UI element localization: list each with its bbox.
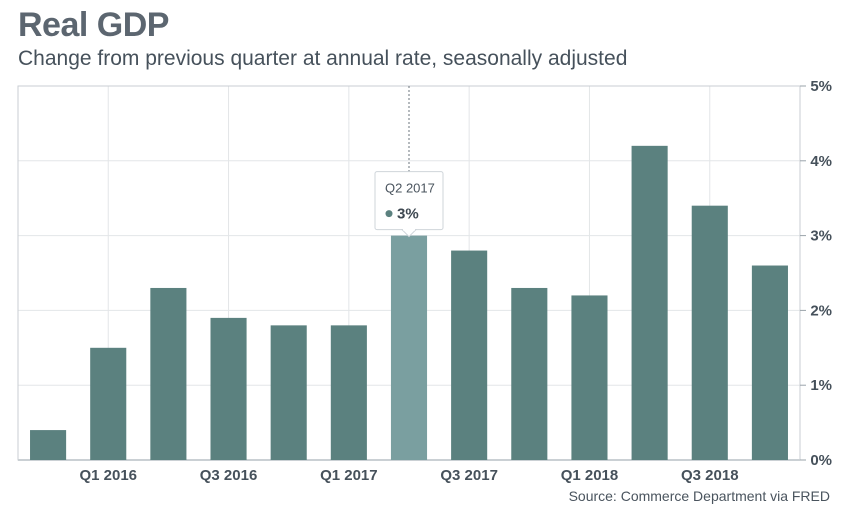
tooltip-value: 3% <box>397 206 419 223</box>
y-axis-ticks: 0% 1% 2% 3% 4% 5% <box>800 78 832 469</box>
bar-q1-2016[interactable] <box>90 347 127 460</box>
bar-q4-2018[interactable] <box>751 265 788 460</box>
tooltip-series-dot <box>385 210 393 218</box>
y-tick-label: 0% <box>810 452 832 469</box>
x-tick-label: Q3 2018 <box>681 467 739 484</box>
bar-q3-2018[interactable] <box>691 205 728 460</box>
y-tick-label: 5% <box>810 78 832 95</box>
x-tick-label: Q1 2017 <box>320 467 378 484</box>
y-tick-label: 4% <box>810 153 832 170</box>
bars <box>30 145 788 460</box>
bar-q4-2015[interactable] <box>30 430 67 460</box>
bar-q1-2017[interactable] <box>330 325 367 460</box>
x-tick-label: Q3 2016 <box>200 467 258 484</box>
source-note: Source: Commerce Department via FRED <box>568 488 830 504</box>
tooltip: Q2 2017 3% <box>374 86 444 238</box>
y-tick-label: 2% <box>810 302 832 319</box>
x-axis-ticks: Q1 2016 Q3 2016 Q1 2017 Q3 2017 Q1 2018 Q3 20… <box>79 467 738 484</box>
bar-q2-2017[interactable] <box>390 235 428 460</box>
bar-q2-2018[interactable] <box>631 145 668 460</box>
bar-q4-2017[interactable] <box>511 287 548 460</box>
bar-q3-2016[interactable] <box>210 317 247 460</box>
y-tick-label: 3% <box>810 228 832 245</box>
bar-q4-2016[interactable] <box>270 325 307 460</box>
chart-subtitle: Change from previous quarter at annual r… <box>18 47 628 70</box>
x-tick-label: Q1 2016 <box>79 467 137 484</box>
bar-q3-2017[interactable] <box>451 250 488 460</box>
y-tick-label: 1% <box>810 377 832 394</box>
bar-q2-2016[interactable] <box>150 287 187 460</box>
chart-title: Real GDP <box>18 6 169 44</box>
bar-q1-2018[interactable] <box>571 295 608 460</box>
tooltip-category: Q2 2017 <box>385 181 435 196</box>
x-tick-label: Q1 2018 <box>561 467 619 484</box>
tooltip-box: Q2 2017 3% <box>374 171 444 238</box>
x-tick-label: Q3 2017 <box>440 467 498 484</box>
